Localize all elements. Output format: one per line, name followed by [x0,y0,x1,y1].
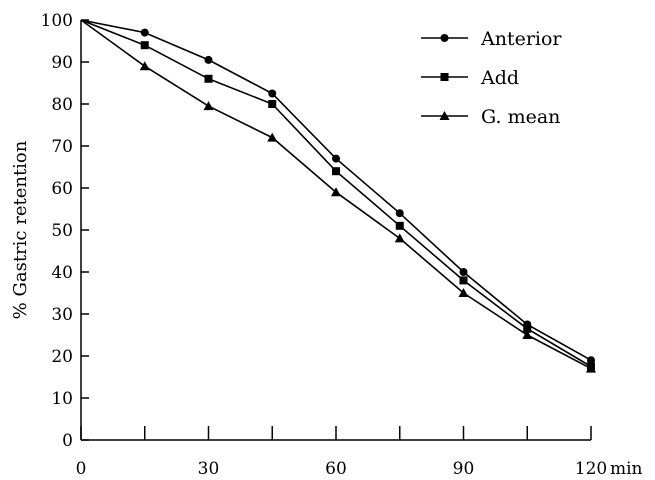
data-point-g-mean [586,363,596,373]
data-point-add [523,324,532,333]
data-point-g-mean [522,330,533,339]
data-point-g-mean [203,101,214,111]
x-tick-label: 30 [198,459,220,479]
data-point-anterior [395,209,404,218]
legend-marker-g-mean [439,111,450,120]
y-tick-label: 60 [51,179,73,199]
data-point-anterior [459,268,468,276]
y-tick-label: 10 [51,389,73,409]
legend: Anterior Add G. mean [421,28,562,128]
legend-marker-add [440,73,449,81]
legend-item-anterior: Anterior [421,28,562,50]
y-tick-label: 20 [51,347,73,367]
legend-label: Anterior [480,28,562,50]
data-point-add [140,41,149,50]
legend-marker-anterior [440,34,449,42]
series-layer [80,19,596,373]
x-tick-label: 0 [76,459,87,479]
data-point-anterior [332,154,340,163]
data-point-g-mean [139,61,150,71]
y-tick-label: 50 [51,221,73,241]
y-tick-label: 70 [51,137,73,157]
data-point-g-mean [458,288,469,297]
data-point-anterior [268,89,277,98]
data-point-add [395,221,404,230]
y-tick-label: 90 [51,53,73,73]
x-tick-label: 60 [325,459,347,479]
data-point-g-mean [394,233,405,243]
x-tick-label: 120 [575,459,607,479]
data-point-add [204,74,213,83]
legend-item-g-mean: G. mean [421,106,560,128]
x-tick-label: 90 [453,459,475,479]
legend-item-add: Add [421,67,519,89]
data-point-g-mean [331,187,341,197]
data-point-add [459,276,468,285]
y-axis: 0 10 20 30 40 50 60 70 80 90 100 [41,11,89,451]
y-tick-label: 0 [62,431,73,451]
x-axis-unit-label: min [610,459,643,479]
y-tick-label: 80 [51,95,73,115]
data-point-anterior [140,28,149,37]
data-point-anterior [204,55,213,64]
data-point-anterior [587,356,595,365]
x-axis: 0 30 60 90 120 [76,426,607,479]
y-axis-title: % Gastric retention [10,140,31,319]
series-g-mean [80,19,596,373]
data-point-add [332,167,340,176]
y-tick-label: 40 [51,263,73,283]
y-tick-label: 100 [41,11,73,31]
legend-label: G. mean [481,106,560,128]
series-add [80,19,595,371]
legend-label: Add [480,67,519,89]
data-point-add [268,100,277,108]
y-tick-label: 30 [51,305,73,325]
series-anterior [80,19,595,365]
data-point-g-mean [267,132,278,142]
